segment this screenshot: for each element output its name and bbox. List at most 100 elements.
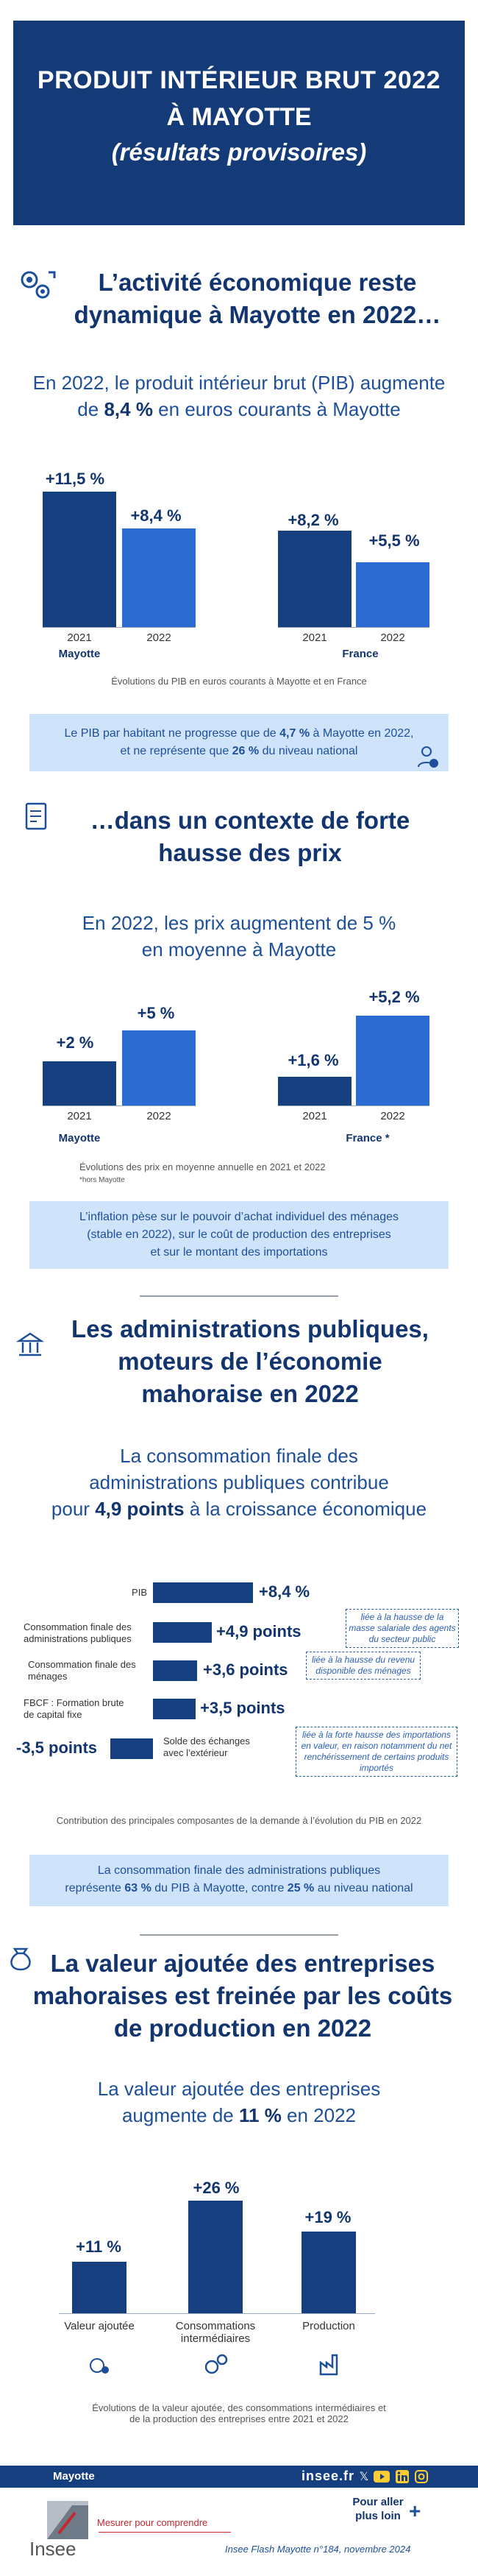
s3-sub-strong: 4,9 points (95, 1498, 185, 1520)
footer-region: Mayotte (53, 2470, 95, 2483)
s1-note-pre: Le PIB par habitant ne progresse que de (64, 727, 280, 740)
contrib-bar-apu (153, 1622, 212, 1643)
contrib-note-solde: liée à la forte hausse des importations … (296, 1727, 457, 1777)
contrib-label-solde: Solde des échanges avec l’extérieur (163, 1735, 250, 1758)
va-cat-va: Valeur ajoutée (64, 2320, 135, 2332)
contrib-bar-pib (153, 1582, 253, 1603)
youtube-icon[interactable] (374, 2471, 390, 2483)
va-caption-line1: Évolutions de la valeur ajoutée, des con… (92, 2402, 386, 2413)
s3-sub-post: à la croissance économique (184, 1498, 427, 1520)
section1-title-line2: dynamique à Mayotte en 2022… (74, 301, 441, 328)
section1-title: L’activité économique reste dynamique à … (44, 266, 471, 331)
prix-france-axis (278, 1105, 429, 1106)
section1-subtitle-line1: En 2022, le produit intérieur brut (PIB)… (32, 372, 446, 394)
plus-icon[interactable]: + (409, 2499, 421, 2522)
section2-title-line2: hausse des prix (158, 839, 342, 866)
section3-subtitle-line2: administrations publiques contribue (89, 1471, 389, 1493)
more-info-line1: Pour aller (352, 2496, 404, 2508)
section2-note: L’inflation pèse sur le pouvoir d’achat … (29, 1201, 449, 1269)
pib-france-2022-bar (356, 562, 429, 627)
footer-bar: Mayotte insee.fr 𝕏 (0, 2466, 478, 2488)
prix-france-year-2022: 2022 (380, 1110, 405, 1122)
va-caption-line2: de la production des entreprises entre 2… (129, 2413, 349, 2424)
s2-note-line3: et sur le montant des importations (150, 1246, 328, 1259)
prix-france-2022-label: +5,2 % (368, 988, 420, 1006)
section4-title-line2: mahoraises est freinée par les coûts (32, 1982, 453, 2009)
s3-note-post: au niveau national (314, 1882, 413, 1894)
money-bag-icon (10, 1947, 31, 1971)
x-social-icon[interactable]: 𝕏 (359, 2471, 369, 2483)
contrib-value-pib: +8,4 % (259, 1582, 310, 1601)
contrib-note-apu: liée à la hausse de la masse salariale d… (346, 1609, 459, 1648)
section3-title-line2: moteurs de l’économie (118, 1348, 382, 1375)
price-document-icon (25, 802, 47, 830)
instagram-icon[interactable] (415, 2470, 428, 2483)
pib-france-2022-label: +5,5 % (368, 531, 420, 550)
prix-mayotte-2021-bar (43, 1061, 116, 1105)
contrib-value-solde: -3,5 points (16, 1738, 98, 1757)
prix-france-2021-bar (278, 1077, 352, 1105)
contrib-note-menages: liée à la hausse du revenu disponible de… (306, 1652, 421, 1680)
s3-note-line1: La consommation finale des administratio… (97, 1864, 381, 1877)
va-cat-ci: Consommations intermédiaires (175, 2320, 256, 2345)
prix-mayotte-2022-label: +5 % (137, 1004, 175, 1022)
person-euro-icon (418, 746, 438, 768)
title-banner: PRODUIT INTÉRIEUR BRUT 2022 À MAYOTTE (r… (13, 21, 465, 225)
prix-mayotte-axis (43, 1105, 196, 1106)
section3-subtitle-line1: La consommation finale des (120, 1445, 358, 1467)
section2-subtitle-line2: en moyenne à Mayotte (141, 938, 337, 960)
contrib-bar-solde (110, 1738, 153, 1759)
pib-mayotte-2021-label: +11,5 % (45, 470, 105, 488)
s1-note-strong1: 4,7 % (279, 727, 310, 740)
section3-note: La consommation finale des administratio… (29, 1855, 449, 1906)
prix-chart: +2 % +5 % 2021 2022 Mayotte +1,6 % +5,2 … (0, 979, 478, 1156)
contrib-value-fbcf: +3,5 points (200, 1699, 285, 1717)
pib-caption: Évolutions du PIB en euros courants à Ma… (111, 676, 367, 687)
prix-france-year-2021: 2021 (302, 1110, 327, 1122)
footer-site-link[interactable]: insee.fr (302, 2469, 355, 2483)
prix-group-france: France * (346, 1132, 390, 1144)
contrib-label-pib: PIB (132, 1587, 147, 1598)
va-caption: Évolutions de la valeur ajoutée, des con… (0, 2402, 478, 2424)
pib-mayotte-2021-bar (43, 492, 116, 627)
gears-analytics-icon (21, 271, 56, 299)
prix-france-2021-label: +1,6 % (288, 1051, 339, 1069)
pib-france-year-2021: 2021 (302, 631, 327, 644)
gears-icon (204, 2354, 228, 2374)
section3-title-line3: mahoraise en 2022 (141, 1380, 359, 1407)
s3-note-pre: représente (65, 1882, 125, 1894)
section3-title: Les administrations publiques, moteurs d… (29, 1313, 471, 1410)
main-title-line1: PRODUIT INTÉRIEUR BRUT 2022 (37, 66, 441, 94)
section3-subtitle: La consommation finale des administratio… (0, 1443, 478, 1522)
s3-sub-pre: pour (51, 1498, 96, 1520)
va-bar-prod (302, 2232, 356, 2313)
contrib-label-menages: Consommation finale des ménages (28, 1659, 136, 1682)
s4-sub-post: en 2022 (281, 2104, 357, 2126)
prix-mayotte-2022-bar (122, 1030, 196, 1105)
pib-france-2021-label: +8,2 % (288, 511, 339, 529)
contrib-value-apu: +4,9 points (216, 1622, 302, 1641)
s1-note-strong2: 26 % (232, 745, 260, 757)
va-value-va: +11 % (76, 2237, 121, 2256)
prix-caption: Évolutions des prix en moyenne annuelle … (79, 1161, 326, 1172)
pib-chart: +11,5 % +8,4 % 2021 2022 Mayotte +8,2 % … (0, 456, 478, 670)
prix-mayotte-year-2022: 2022 (146, 1110, 171, 1122)
divider-2 (140, 1934, 338, 1936)
insee-logo-icon (47, 2501, 88, 2539)
section2-subtitle-line1: En 2022, les prix augmentent de 5 % (82, 912, 396, 934)
contrib-chart: PIB +8,4 % Consommation finale des admin… (0, 1575, 478, 1777)
section1-subtitle-post: en euros courants à Mayotte (152, 398, 401, 420)
pib-group-france: France (342, 648, 379, 660)
section2-title: …dans un contexte de forte hausse des pr… (44, 804, 456, 869)
section1-subtitle-pre: de (77, 398, 104, 420)
more-info-link[interactable]: Pour aller plus loin (349, 2495, 407, 2523)
va-chart: +11 % +26 % +19 % Valeur ajoutée Consomm… (0, 2164, 478, 2363)
s2-note-line1: L’inflation pèse sur le pouvoir d’achat … (79, 1211, 399, 1223)
publication-reference: Insee Flash Mayotte n°184, novembre 2024 (225, 2544, 411, 2555)
section1-subtitle: En 2022, le produit intérieur brut (PIB)… (0, 369, 478, 422)
prix-mayotte-year-2021: 2021 (67, 1110, 92, 1122)
linkedin-icon[interactable] (396, 2470, 409, 2483)
va-bar-ci (188, 2201, 243, 2313)
s4-sub-strong: 11 % (238, 2104, 282, 2126)
contrib-label-fbcf: FBCF : Formation brute de capital fixe (24, 1697, 124, 1720)
